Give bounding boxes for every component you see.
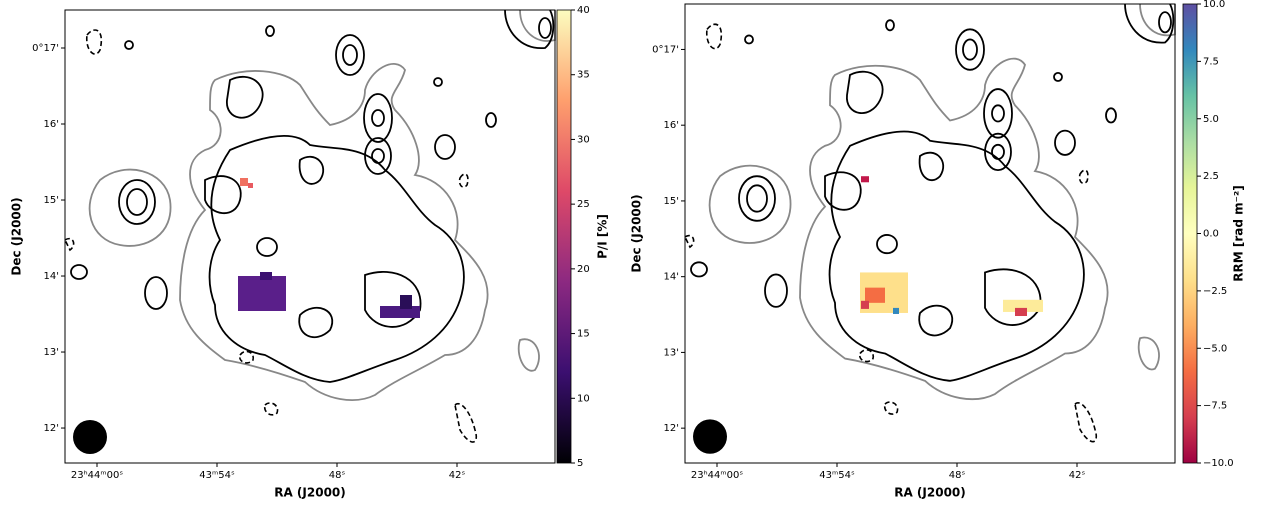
colorbar-tick-label: 0.0 (1203, 229, 1219, 240)
y-axis-label: Dec (J2000) (630, 194, 644, 272)
y-tick-label: 16' (664, 120, 679, 131)
colorbar-tick-label: 25 (577, 199, 590, 210)
y-tick-label: 13' (664, 347, 679, 358)
colorbar-tick-label: 40 (577, 5, 590, 16)
y-tick-label: 14' (44, 271, 59, 282)
x-tick-label: 42ˢ (1069, 470, 1086, 481)
colorbar-tick-label: 5.0 (1203, 114, 1219, 125)
x-axis-label: RA (J2000) (274, 486, 346, 500)
y-tick-label: 12' (44, 423, 59, 434)
colorbar-tick-label: −2.5 (1203, 286, 1227, 297)
y-tick-label: 14' (664, 272, 679, 283)
colorbar-tick-label: −5.0 (1203, 343, 1227, 354)
colorbar-tick-label: 15 (577, 329, 590, 340)
x-tick-label: 43ᵐ54ˢ (819, 470, 855, 481)
x-axis-label: RA (J2000) (894, 486, 966, 500)
x-tick-label: 42ˢ (449, 470, 466, 481)
plot-frame (684, 3, 1176, 464)
colorbar-tick-label: 7.5 (1203, 56, 1219, 67)
y-tick-label: 16' (44, 119, 59, 130)
colorbar (556, 9, 572, 464)
pixels (860, 176, 1043, 317)
y-tick-label: 0°17' (652, 44, 679, 55)
colorbar-tick-label: 5 (577, 458, 583, 469)
colorbar-tick-label: −10.0 (1203, 458, 1234, 469)
y-axis-label: Dec (J2000) (10, 197, 24, 275)
y-tick-label: 0°17' (32, 43, 59, 54)
colorbar-tick-label: −7.5 (1203, 401, 1227, 412)
contour-layer (684, 3, 1176, 455)
x-tick-label: 43ᵐ54ˢ (199, 470, 235, 481)
colorbar-tick-label: 35 (577, 70, 590, 81)
x-tick-label: 48ˢ (329, 470, 346, 481)
y-tick-label: 15' (664, 196, 679, 207)
colorbar-label: P/I [%] (596, 214, 610, 259)
plot-frame (64, 9, 556, 464)
colorbar-tick-label: 20 (577, 264, 590, 275)
colorbar-tick-label: 30 (577, 134, 590, 145)
y-tick-label: 12' (664, 423, 679, 434)
colorbar-tick-label: 10 (577, 393, 590, 404)
y-tick-label: 13' (44, 347, 59, 358)
y-tick-label: 15' (44, 195, 59, 206)
colorbar-label: RRM [rad m⁻²] (1232, 185, 1246, 281)
colorbar-tick-label: 2.5 (1203, 171, 1219, 182)
contour-layer (64, 9, 556, 455)
pixels (238, 178, 420, 318)
x-tick-label: 23ʰ44ᵐ00ˢ (71, 470, 123, 481)
colorbar (1182, 3, 1198, 464)
x-tick-label: 48ˢ (949, 470, 966, 481)
colorbar-tick-label: 10.0 (1203, 0, 1225, 10)
x-tick-label: 23ʰ44ᵐ00ˢ (691, 470, 743, 481)
